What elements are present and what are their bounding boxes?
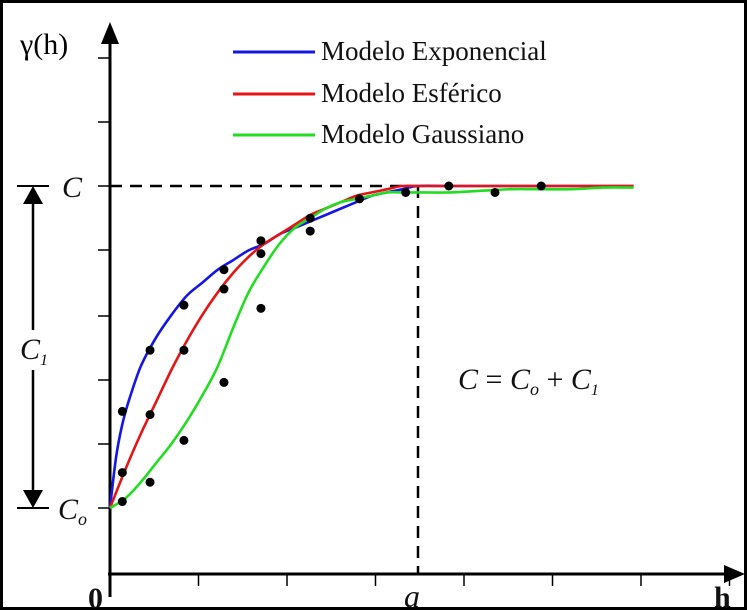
legend: Modelo Exponencial Modelo Esférico Modelo …: [233, 36, 547, 149]
y-axis-arrow-icon: [101, 22, 119, 44]
sample-point: [219, 377, 229, 387]
x-axis-ticks: [197, 574, 731, 586]
sample-point: [179, 435, 189, 445]
y-axis-label: γ(h): [19, 28, 68, 61]
y-axis-ticks: [98, 57, 110, 509]
sample-point: [145, 410, 155, 420]
sample-points: [117, 181, 546, 507]
sample-point: [536, 181, 546, 191]
sample-point: [401, 187, 411, 197]
sample-point: [179, 300, 189, 310]
sample-point: [117, 468, 127, 478]
series-layer: [108, 184, 634, 510]
sill-c-label: C: [62, 171, 83, 204]
legend-label-gaussian: Modelo Gaussiano: [321, 119, 524, 149]
c1-label-background: [14, 330, 50, 370]
sample-point: [179, 345, 189, 355]
sample-point: [444, 181, 454, 191]
sample-point: [117, 406, 127, 416]
sample-point: [354, 194, 364, 204]
sample-point: [117, 497, 127, 507]
sample-point: [305, 226, 315, 236]
c1-down-arrow-icon: [23, 490, 43, 508]
sample-point: [256, 303, 266, 313]
sample-point: [219, 265, 229, 275]
range-a-label: a: [404, 578, 420, 610]
sample-point: [305, 213, 315, 223]
c1-up-arrow-icon: [23, 186, 43, 204]
x-axis-label: h: [714, 581, 731, 610]
sample-point: [256, 236, 266, 246]
series-line-spherical: [108, 184, 634, 509]
legend-label-exponential: Modelo Exponencial: [321, 36, 547, 66]
series-line-gaussian: [109, 186, 634, 510]
origin-label: 0: [88, 582, 103, 610]
sample-point: [145, 345, 155, 355]
sample-point: [219, 284, 229, 294]
sample-point: [490, 187, 500, 197]
sill-equation: C = Co + C1: [458, 363, 599, 402]
sample-point: [145, 477, 155, 487]
series-line-exponential: [108, 184, 634, 509]
partial-sill-label: C1: [20, 333, 48, 369]
sample-point: [256, 249, 266, 259]
legend-label-spherical: Modelo Esférico: [321, 78, 502, 108]
nugget-label: Co: [58, 493, 87, 529]
